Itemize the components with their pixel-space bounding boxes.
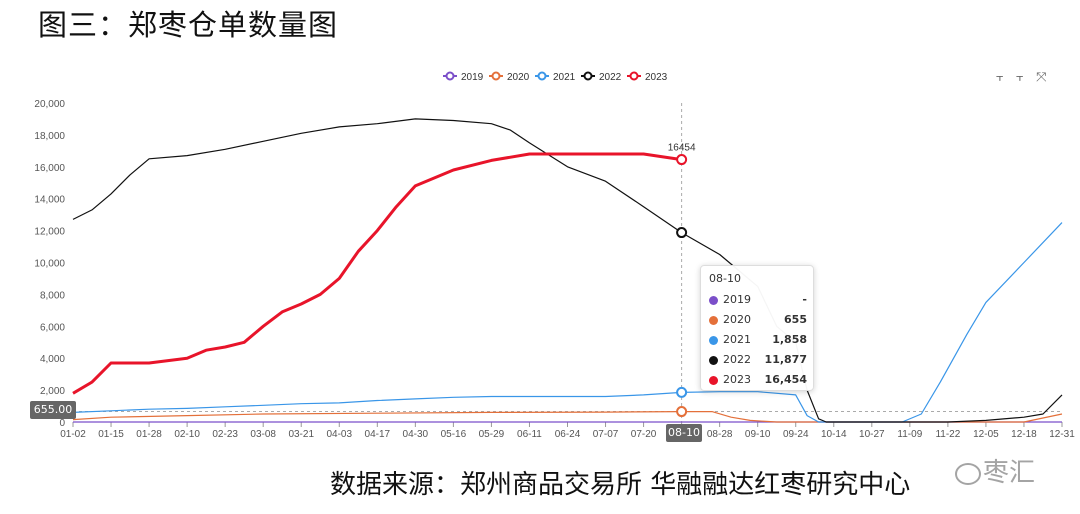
x-tick-label: 03-08	[250, 429, 276, 440]
page-title: 图三：郑枣仓单数量图	[38, 8, 339, 42]
line-chart-icon[interactable]: ⫟	[996, 70, 1004, 85]
series-dot-icon	[709, 336, 718, 345]
pointer-markers: 16454	[668, 143, 696, 418]
legend-item-2023: 2023	[645, 72, 668, 83]
y-tick-label: 10,000	[34, 259, 65, 270]
tooltip-series-name: 2021	[723, 333, 751, 346]
tooltip-series-name: 2023	[723, 373, 751, 386]
watermark: 枣汇	[955, 452, 1035, 489]
tooltip-series-value: -	[802, 293, 807, 306]
x-tick-label: 01-15	[98, 429, 124, 440]
x-tick-label: 04-30	[403, 429, 429, 440]
x-tick-label: 12-05	[973, 429, 999, 440]
legend-item-2019: 2019	[461, 72, 484, 83]
y-tick-label: 12,000	[34, 227, 65, 238]
x-tick-label: 09-24	[783, 429, 809, 440]
y-tick-label: 0	[59, 418, 65, 429]
legend-swatch-icon	[583, 71, 593, 81]
x-tick-label: 01-28	[136, 429, 162, 440]
series-dot-icon	[709, 356, 718, 365]
toolbox: ⫟ ⫟ ⤧	[996, 70, 1054, 85]
legend-swatch-icon	[537, 71, 547, 81]
x-tick-label: 05-16	[441, 429, 467, 440]
series-dot-icon	[709, 296, 718, 305]
series-point-2020	[676, 406, 688, 418]
tooltip-series-value: 655	[784, 313, 807, 326]
legend-swatch-icon	[629, 71, 639, 81]
tooltip-series-name: 2022	[723, 353, 751, 366]
line-chart[interactable]: 2019 2020 2021 2022 2023 0 2,000 4,000 6,000 8,0…	[0, 0, 1080, 460]
tooltip-series-value: 1,858	[772, 333, 807, 346]
x-tick-label: 04-03	[326, 429, 352, 440]
y-tick-label: 16,000	[34, 163, 65, 174]
plot-area	[72, 118, 1063, 423]
x-tick-label: 05-29	[479, 429, 505, 440]
x-tick-label: 03-21	[288, 429, 314, 440]
series-dot-icon	[709, 376, 718, 385]
x-tick-label: 07-07	[593, 429, 619, 440]
tooltip-series-name: 2020	[723, 313, 751, 326]
series-data-label: 16454	[668, 143, 696, 154]
legend-item-2020: 2020	[507, 72, 530, 83]
tooltip-row-2020: 2020 655	[709, 312, 807, 330]
tooltip: 08-10 2019 - 2020 655 2021 1,858 2022 11…	[700, 265, 814, 391]
tooltip-series-value: 11,877	[764, 353, 807, 366]
y-tick-label: 14,000	[34, 195, 65, 206]
legend-swatch-icon	[491, 71, 501, 81]
tooltip-date: 08-10	[709, 272, 741, 285]
series-line-2020	[72, 411, 1063, 423]
x-tick-label: 06-24	[555, 429, 581, 440]
wechat-icon	[955, 462, 981, 485]
tooltip-row-2019: 2019 -	[709, 292, 807, 310]
x-tick-label: 02-10	[174, 429, 200, 440]
series-point-2023	[676, 154, 688, 166]
x-tick-label: 01-02	[60, 429, 86, 440]
x-tick-label: 10-27	[859, 429, 885, 440]
data-source-note: 数据来源：郑州商品交易所 华融融达红枣研究中心	[330, 470, 911, 500]
y-tick-label: 20,000	[34, 99, 65, 110]
series-line-2022	[72, 118, 1063, 423]
series-dot-icon	[709, 316, 718, 325]
watermark-text: 枣汇	[983, 458, 1036, 488]
legend-item-2021: 2021	[553, 72, 576, 83]
tooltip-series-name: 2019	[723, 293, 751, 306]
series-point-2021	[676, 386, 688, 398]
tooltip-series-value: 16,454	[764, 373, 807, 386]
chart-legend[interactable]: 2019 2020 2021 2022 2023	[443, 71, 668, 83]
x-tick-label: 11-09	[897, 429, 922, 440]
y-tick-label: 8,000	[40, 290, 65, 301]
zoom-icon[interactable]: ⤧	[1036, 70, 1047, 85]
y-tick-label: 2,000	[40, 386, 65, 397]
tooltip-row-2022: 2022 11,877	[709, 352, 807, 370]
x-tick-label: 08-28	[707, 429, 733, 440]
y-tick-label: 4,000	[40, 354, 65, 365]
x-tick-label: 07-20	[631, 429, 657, 440]
x-tick-label: 12-31	[1049, 429, 1075, 440]
bar-chart-icon[interactable]: ⫟	[1016, 70, 1024, 85]
legend-item-2022: 2022	[599, 72, 622, 83]
x-pointer-label: 08-10	[666, 424, 702, 442]
series-point-2022	[676, 227, 688, 239]
x-tick-label: 09-10	[745, 429, 771, 440]
y-tick-label: 18,000	[34, 131, 65, 142]
tooltip-row-2023: 2023 16,454	[709, 372, 807, 390]
y-axis: 0 2,000 4,000 6,000 8,000 10,000 12,000 14,000 1…	[34, 99, 65, 429]
x-axis: 01-02 01-15 01-28 02-10 02-23 03-08 03-21 04-03…	[60, 421, 1075, 440]
series-line-2021	[72, 222, 1063, 423]
x-tick-label: 02-23	[212, 429, 238, 440]
x-tick-label: 11-22	[935, 429, 960, 440]
pointer-guides	[73, 103, 1062, 422]
x-tick-label: 10-14	[821, 429, 847, 440]
legend-swatch-icon	[445, 71, 455, 81]
x-tick-label: 04-17	[365, 429, 391, 440]
x-tick-label: 06-11	[517, 429, 542, 440]
y-pointer-label: 655.00	[30, 401, 76, 419]
x-tick-label: 12-18	[1011, 429, 1037, 440]
series-line-2023	[72, 152, 682, 395]
y-tick-label: 6,000	[40, 322, 65, 333]
tooltip-row-2021: 2021 1,858	[709, 332, 807, 350]
